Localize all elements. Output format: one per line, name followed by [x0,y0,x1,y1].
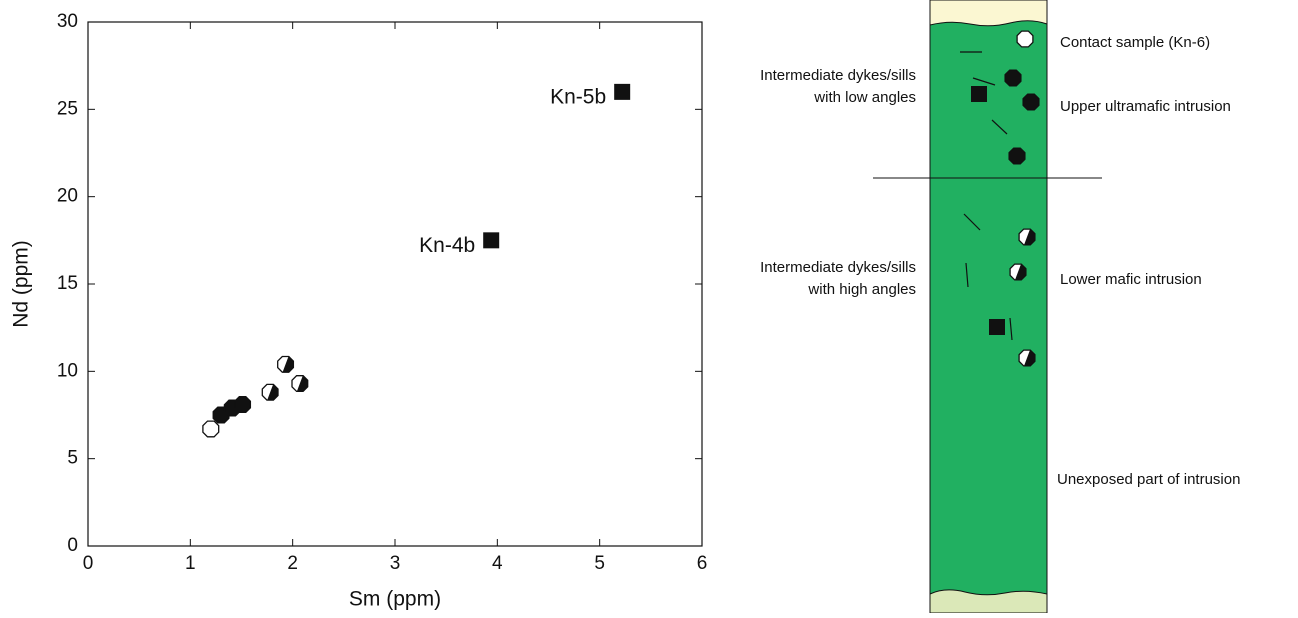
y-tick-label: 15 [57,273,78,294]
marker [1018,349,1036,367]
marker [277,355,295,373]
marker-octagon [1016,30,1034,48]
x-axis-label: Sm (ppm) [349,588,441,611]
marker [1022,93,1040,111]
marker [989,319,1005,335]
x-tick-label: 1 [185,553,196,574]
dyke [972,77,996,86]
marker-half [1024,229,1035,245]
x-tick-label: 4 [492,553,503,574]
marker-square [483,232,500,249]
y-tick-label: 25 [57,98,78,119]
x-tick-label: 0 [83,553,94,574]
marker-octagon [234,396,252,414]
marker [291,375,309,393]
dyke [1009,317,1013,341]
marker [1016,30,1034,48]
marker-square [989,319,1005,335]
dyke [963,213,981,231]
marker [1008,147,1026,165]
marker-half [282,356,294,373]
diagram-label: Intermediate dykes/sills [760,259,916,276]
marker-octagon [1022,93,1040,111]
marker-half [296,375,308,392]
marker-square [971,86,987,102]
marker-half [267,384,279,401]
marker [261,383,279,401]
diagram-label: with low angles [813,89,916,106]
marker [483,232,500,249]
y-tick-label: 0 [67,535,78,556]
diagram-label: with high angles [807,281,916,298]
diagram-label: Lower mafic intrusion [1060,271,1202,288]
diagram-label: Intermediate dykes/sills [760,67,916,84]
marker [202,420,220,438]
marker [234,396,252,414]
x-tick-label: 3 [390,553,401,574]
y-tick-label: 20 [57,186,78,207]
plot-frame [87,21,703,547]
marker-square [614,83,631,100]
diagram-label: Unexposed part of intrusion [1057,471,1240,488]
x-tick-label: 5 [594,553,605,574]
y-tick-label: 10 [57,360,78,381]
diagram-label: Upper ultramafic intrusion [1060,98,1231,115]
point-label: Kn-4b [419,234,475,257]
dyke-symbols [960,51,1013,341]
marker-octagon [1004,69,1022,87]
dyke [965,262,969,288]
marker-octagon [202,420,220,438]
diagram-label: Contact sample (Kn-6) [1060,34,1210,51]
dyke [991,119,1008,135]
point-label: Kn-5b [550,85,606,108]
marker [971,86,987,102]
x-tick-label: 6 [697,553,708,574]
marker-octagon [1008,147,1026,165]
marker-half [1024,350,1035,366]
marker [614,83,631,100]
marker [1004,69,1022,87]
marker [1009,263,1027,281]
marker-half [1015,264,1026,280]
marker [1018,228,1036,246]
y-tick-label: 30 [57,11,78,32]
x-tick-label: 2 [287,553,298,574]
y-tick-label: 5 [67,448,78,469]
y-axis-label: Nd (ppm) [10,240,33,328]
